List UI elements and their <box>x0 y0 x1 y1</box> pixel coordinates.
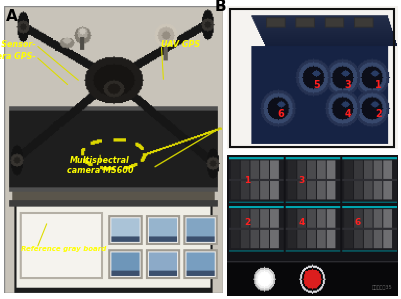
Text: 4: 4 <box>298 219 305 228</box>
Text: Multispectral
camera MS600: Multispectral camera MS600 <box>67 155 134 175</box>
Text: 6: 6 <box>354 219 361 228</box>
Text: 1: 1 <box>244 176 250 185</box>
Text: DLS Sensor-: DLS Sensor- <box>0 40 36 49</box>
Text: UAV GPS: UAV GPS <box>161 40 200 49</box>
Text: 1: 1 <box>375 80 382 90</box>
Text: A: A <box>6 9 18 24</box>
Text: 2: 2 <box>244 219 250 228</box>
Text: 录制计数：35: 录制计数：35 <box>371 285 392 290</box>
Text: Camera GPS-: Camera GPS- <box>0 52 36 61</box>
Text: 3: 3 <box>344 80 351 90</box>
Text: 4: 4 <box>344 109 351 119</box>
Text: 6: 6 <box>278 109 284 119</box>
Text: 2: 2 <box>375 109 382 119</box>
Text: 3: 3 <box>298 176 305 185</box>
Text: B: B <box>215 0 226 14</box>
Text: 5: 5 <box>314 80 320 90</box>
Text: Reference gray board: Reference gray board <box>22 245 107 251</box>
